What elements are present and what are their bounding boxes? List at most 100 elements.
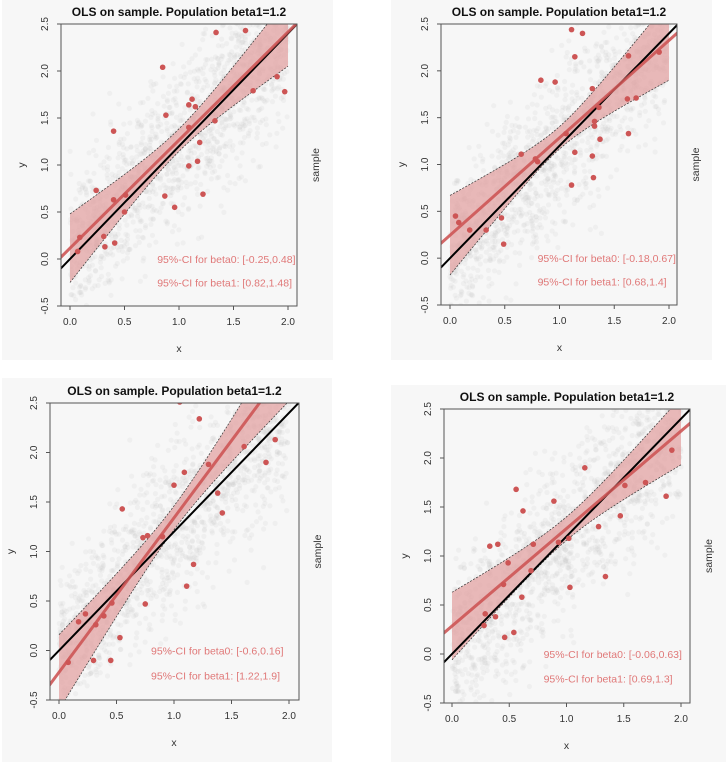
- population-point: [220, 493, 226, 499]
- population-point: [142, 204, 148, 210]
- population-point: [86, 671, 92, 678]
- population-point: [80, 598, 86, 604]
- population-point: [526, 142, 532, 148]
- population-point: [174, 476, 180, 482]
- population-point: [152, 491, 158, 497]
- population-point: [107, 250, 113, 256]
- population-point: [538, 570, 544, 576]
- population-point: [150, 611, 157, 617]
- population-point: [203, 78, 209, 85]
- population-point: [556, 511, 562, 517]
- population-point: [544, 110, 551, 117]
- population-point: [562, 573, 568, 579]
- population-point: [161, 182, 167, 188]
- population-point: [132, 243, 139, 249]
- population-point: [123, 523, 129, 530]
- population-point: [225, 505, 231, 511]
- population-point: [120, 154, 126, 161]
- population-point: [251, 456, 257, 462]
- population-point: [165, 572, 171, 578]
- population-point: [173, 167, 179, 173]
- population-point: [147, 579, 153, 585]
- population-point: [168, 185, 174, 191]
- population-point: [233, 487, 239, 493]
- x-tick-label: 0.5: [498, 316, 512, 327]
- population-point: [175, 187, 181, 193]
- population-point: [217, 163, 223, 170]
- population-point: [85, 275, 92, 281]
- population-point: [532, 115, 538, 122]
- population-point: [231, 482, 237, 488]
- population-point: [143, 615, 149, 621]
- population-point: [98, 644, 104, 650]
- sample-point: [186, 163, 192, 169]
- population-point: [147, 146, 154, 152]
- population-point: [222, 486, 228, 492]
- population-point: [461, 272, 467, 278]
- population-point: [107, 90, 113, 96]
- population-point: [213, 515, 219, 521]
- population-point: [620, 454, 626, 460]
- population-point: [224, 41, 230, 47]
- population-point: [236, 107, 242, 113]
- population-point: [114, 564, 120, 570]
- population-point: [278, 441, 284, 447]
- population-point: [183, 536, 189, 542]
- population-point: [551, 618, 557, 624]
- population-point: [251, 488, 257, 494]
- population-point: [187, 69, 193, 75]
- population-point: [592, 224, 599, 230]
- population-point: [149, 111, 155, 117]
- population-point: [223, 492, 229, 498]
- population-point: [219, 53, 225, 59]
- population-point: [73, 691, 79, 697]
- population-point: [271, 85, 277, 91]
- population-point: [126, 603, 132, 609]
- population-point: [280, 498, 286, 504]
- population-point: [186, 468, 192, 474]
- population-point: [575, 95, 581, 101]
- population-point: [454, 683, 460, 689]
- population-point: [524, 631, 530, 638]
- population-point: [131, 499, 137, 506]
- population-point: [129, 609, 135, 615]
- population-point: [256, 164, 262, 170]
- population-point: [88, 576, 94, 582]
- population-point: [165, 90, 171, 96]
- population-point: [96, 655, 102, 661]
- population-point: [174, 430, 180, 436]
- population-point: [240, 463, 246, 469]
- sample-point: [596, 104, 602, 111]
- population-point: [174, 83, 180, 89]
- population-point: [254, 130, 260, 136]
- population-point: [534, 624, 540, 630]
- population-point: [85, 665, 92, 671]
- population-point: [171, 575, 177, 581]
- population-point: [661, 99, 667, 105]
- population-point: [99, 542, 105, 549]
- population-point: [555, 180, 561, 186]
- population-point: [570, 82, 576, 88]
- population-point: [216, 62, 222, 68]
- population-point: [529, 228, 535, 234]
- chart-title: OLS on sample. Population beta1=1.2: [67, 384, 282, 398]
- population-point: [582, 168, 588, 174]
- population-point: [539, 209, 545, 215]
- population-point: [476, 143, 482, 149]
- population-point: [476, 656, 482, 663]
- population-point: [208, 148, 214, 154]
- sample-point: [159, 533, 166, 540]
- population-point: [608, 174, 614, 180]
- population-point: [67, 606, 73, 612]
- population-point: [172, 617, 178, 623]
- sample-point: [144, 532, 151, 539]
- population-point: [283, 470, 289, 476]
- population-point: [592, 477, 598, 483]
- population-point: [477, 261, 483, 267]
- population-point: [257, 462, 263, 468]
- population-point: [491, 268, 498, 274]
- population-point: [203, 155, 209, 162]
- population-point: [91, 147, 97, 153]
- population-point: [492, 233, 498, 239]
- population-point: [66, 573, 73, 579]
